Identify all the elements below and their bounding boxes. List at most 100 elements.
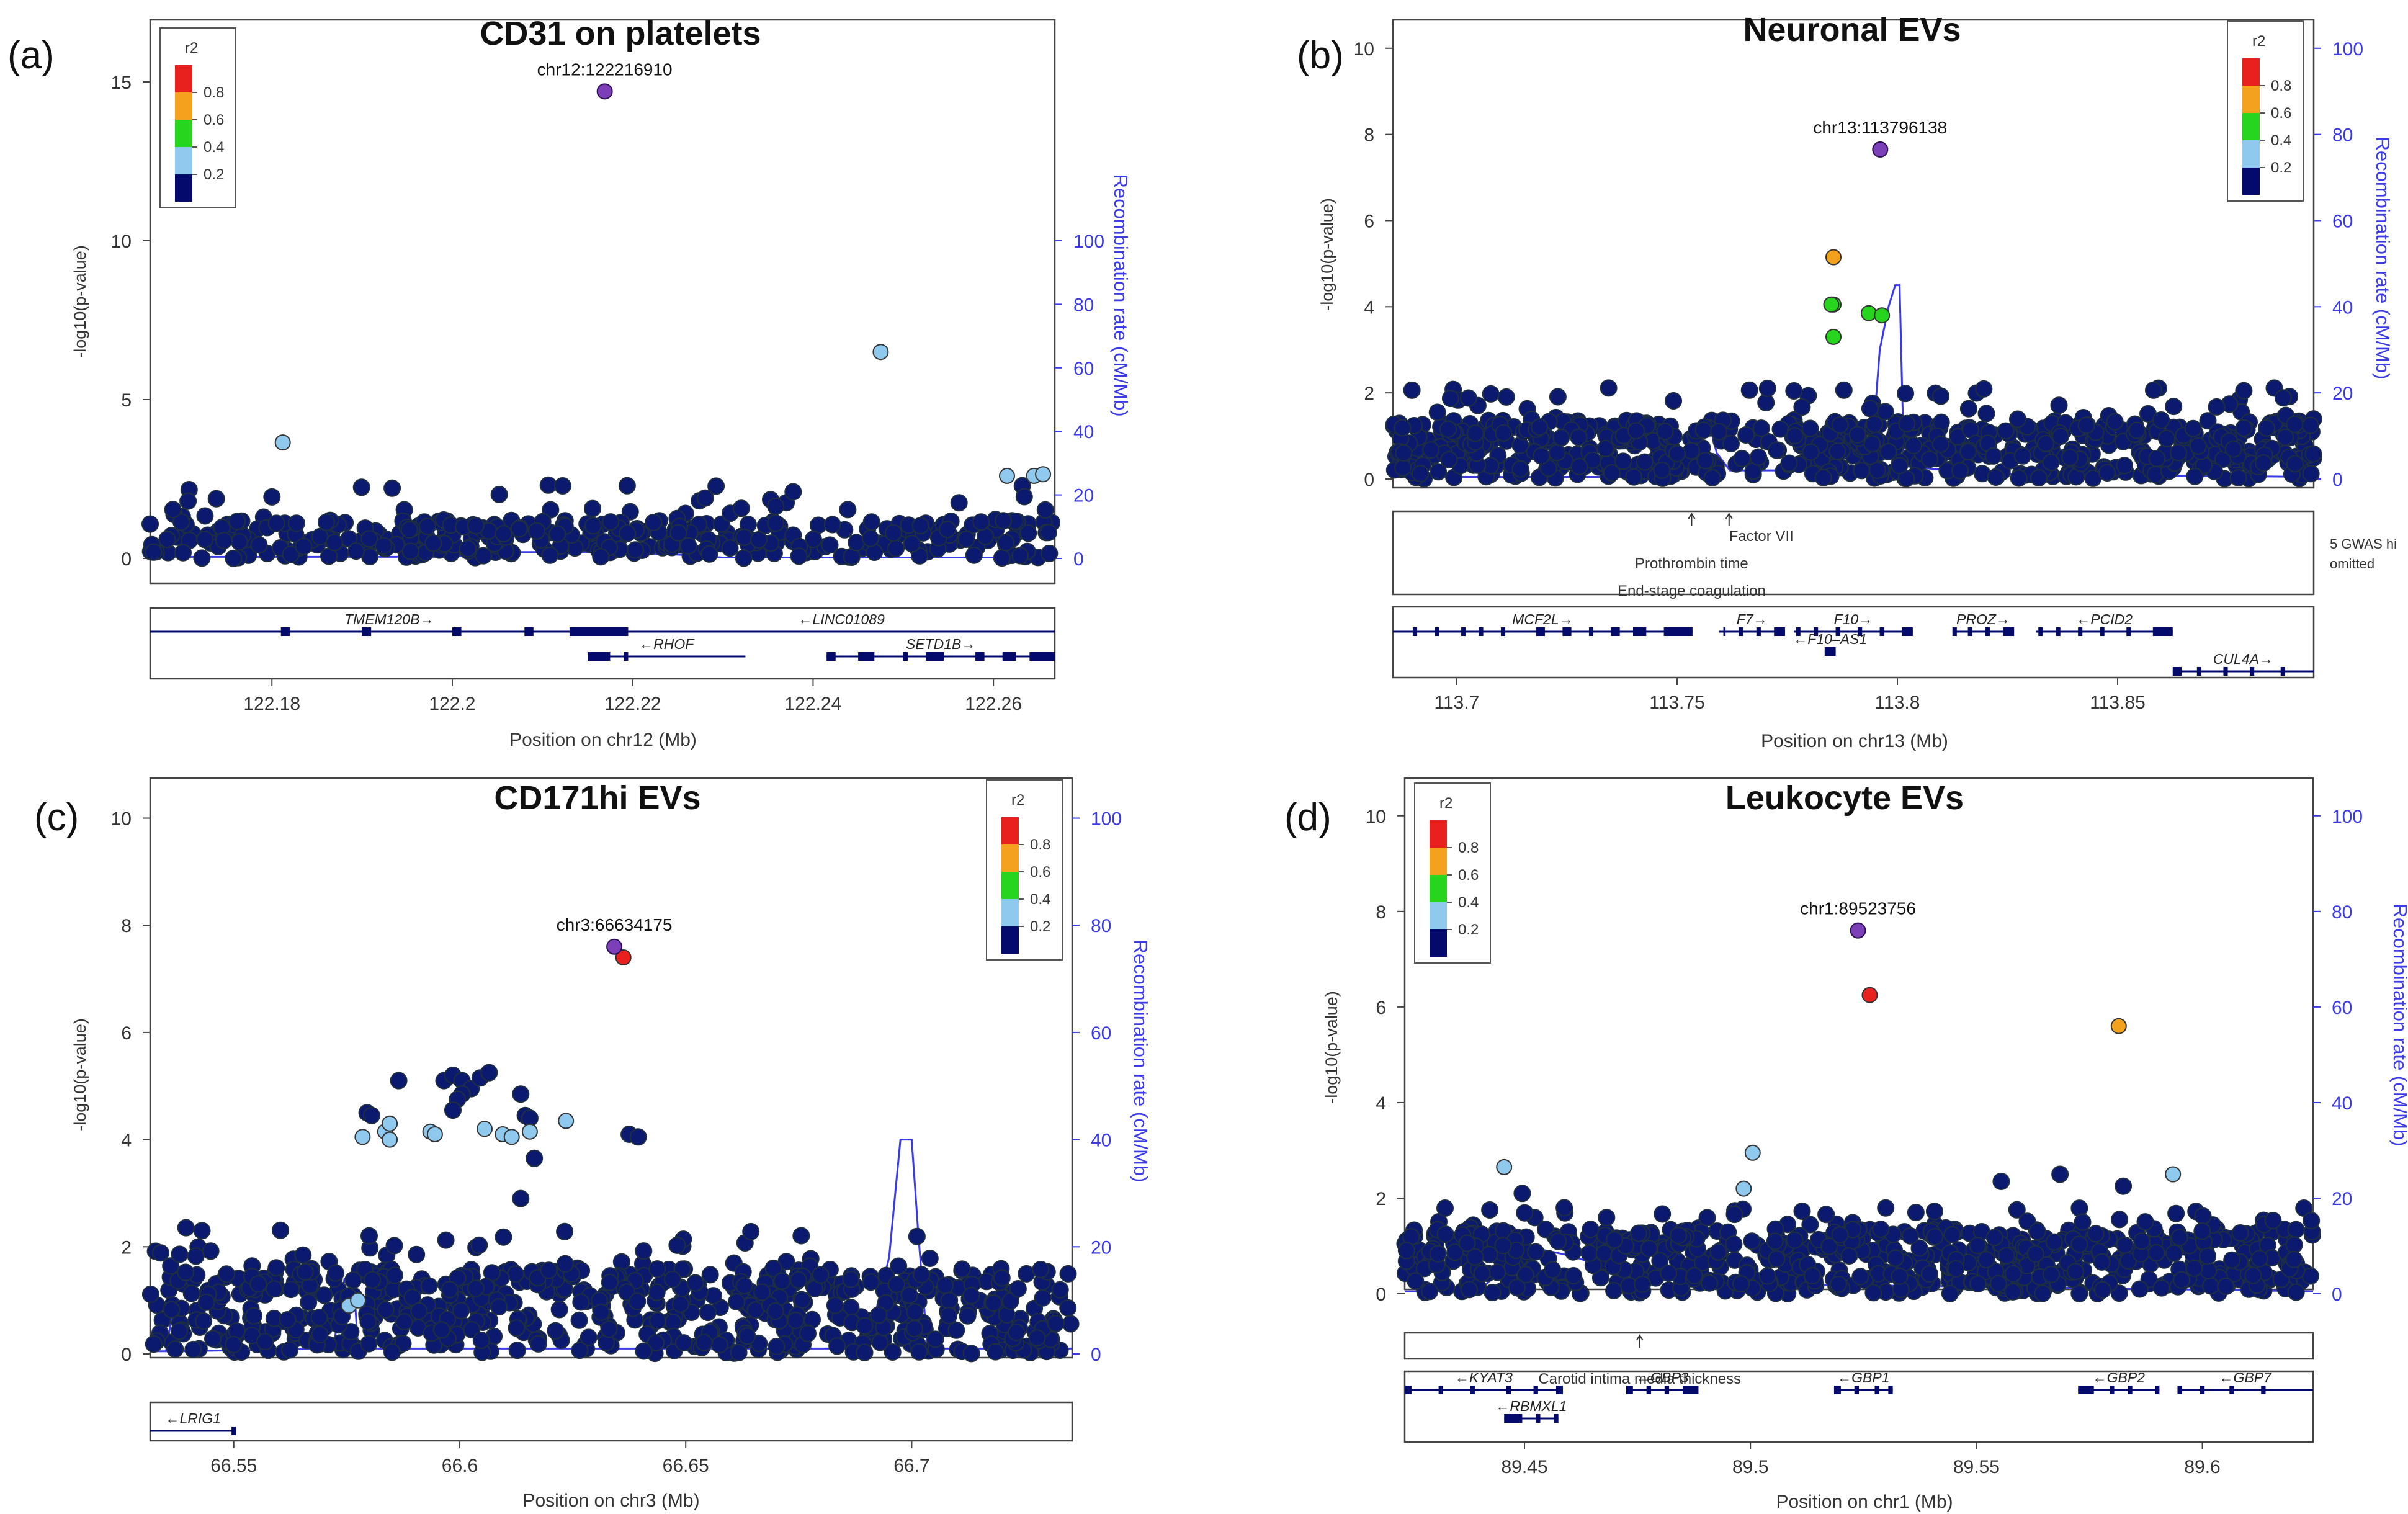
snp-point bbox=[936, 1276, 954, 1294]
snp-point bbox=[1868, 461, 1886, 479]
legend-title: r2 bbox=[185, 40, 198, 56]
y-tick-label: 0 bbox=[121, 549, 132, 570]
snp-point bbox=[1737, 426, 1755, 444]
snp-point bbox=[495, 525, 512, 543]
gwas-label: Factor VII bbox=[1729, 528, 1794, 545]
snp-point bbox=[164, 501, 182, 519]
gene-exon bbox=[1611, 627, 1620, 636]
snp-point bbox=[668, 1236, 686, 1254]
y2-axis-label: Recombination rate (cM/Mb) bbox=[1110, 174, 1132, 416]
snp-point bbox=[1009, 1280, 1027, 1297]
snp-point bbox=[1698, 1209, 1716, 1227]
y-tick-label: 8 bbox=[1376, 902, 1386, 923]
gene-exon bbox=[1002, 652, 1016, 661]
snp-point bbox=[347, 542, 365, 560]
snp-point bbox=[828, 1337, 846, 1355]
snp-point bbox=[547, 1322, 565, 1340]
snp-point bbox=[225, 549, 243, 567]
snp-point bbox=[2043, 1265, 2060, 1283]
snp-point bbox=[2133, 1232, 2151, 1250]
snp-point bbox=[145, 1335, 163, 1353]
snp-point bbox=[470, 1236, 488, 1254]
legend-swatch bbox=[2242, 86, 2260, 113]
snp-point bbox=[467, 517, 485, 535]
gene-exon bbox=[1646, 1386, 1651, 1394]
gene-label: MCF2L→ bbox=[1512, 611, 1573, 627]
lead-snp bbox=[1850, 922, 1866, 939]
snp-point bbox=[1891, 1267, 1909, 1285]
snp-point bbox=[2136, 1213, 2154, 1231]
legend-swatch bbox=[1001, 926, 1019, 954]
gene-label: ←GBP1 bbox=[1837, 1369, 1889, 1386]
snp-point bbox=[182, 1284, 200, 1302]
snp-point bbox=[823, 516, 841, 534]
snp-point bbox=[862, 513, 880, 531]
snp-point bbox=[1656, 423, 1674, 441]
snp-point bbox=[1725, 1206, 1743, 1224]
gene-exon bbox=[1533, 1386, 1538, 1394]
legend-swatch bbox=[175, 174, 192, 202]
snp-point bbox=[1941, 1284, 1959, 1302]
snp-point bbox=[686, 1274, 704, 1292]
snp-point bbox=[1011, 547, 1029, 565]
y2-tick-label: 100 bbox=[1091, 809, 1122, 830]
snp-point bbox=[1740, 381, 1758, 399]
snp-point bbox=[2303, 1212, 2321, 1230]
snp-point bbox=[184, 1340, 202, 1358]
ld-snp-point bbox=[872, 344, 889, 361]
gwas-label: Prothrombin time bbox=[1635, 555, 1748, 572]
gene-exon bbox=[1626, 1386, 1633, 1394]
y2-tick-label: 100 bbox=[2332, 807, 2363, 827]
snp-point bbox=[2106, 413, 2124, 431]
gene-exon bbox=[1967, 627, 1972, 636]
legend-swatch bbox=[2242, 140, 2260, 168]
y-tick-label: 10 bbox=[111, 809, 132, 830]
snp-point bbox=[1785, 382, 1803, 400]
gwas-arrow-icon bbox=[1688, 513, 1696, 519]
snp-point bbox=[510, 520, 528, 538]
ld-snp-point bbox=[1861, 987, 1878, 1003]
snp-point bbox=[1851, 1268, 1869, 1286]
lead-snp-label: chr13:113796138 bbox=[1813, 118, 1947, 137]
snp-point bbox=[1480, 1245, 1498, 1263]
gene-exon bbox=[1874, 1386, 1879, 1394]
y-tick-label: 0 bbox=[121, 1345, 132, 1365]
snp-point bbox=[141, 1285, 159, 1303]
snp-point bbox=[1835, 381, 1853, 399]
gene-exon bbox=[1952, 627, 1957, 636]
snp-point bbox=[1395, 444, 1413, 462]
snp-point bbox=[1032, 1261, 1050, 1278]
snp-point bbox=[2115, 1177, 2133, 1195]
snp-point bbox=[1421, 1283, 1439, 1301]
legend-label: 0.6 bbox=[2271, 105, 2291, 122]
snp-point bbox=[1570, 428, 1588, 446]
x-tick-label: 66.55 bbox=[210, 1456, 257, 1476]
gene-label: SETD1B→ bbox=[906, 636, 975, 652]
snp-point bbox=[529, 1335, 547, 1353]
x-tick-label: 113.8 bbox=[1875, 692, 1920, 713]
ld-snp-point bbox=[2165, 1166, 2182, 1183]
legend-swatch bbox=[1430, 929, 1447, 957]
ld-snp-point bbox=[382, 1131, 398, 1148]
snp-point bbox=[1733, 450, 1751, 467]
gwas-track-frame bbox=[1392, 510, 2315, 596]
snp-point bbox=[1436, 1225, 1454, 1243]
gene-exon bbox=[1774, 627, 1785, 636]
y2-tick-label: 20 bbox=[1073, 486, 1094, 506]
gene-exon bbox=[1562, 627, 1572, 636]
snp-point bbox=[1544, 1261, 1562, 1279]
snp-point bbox=[592, 548, 610, 566]
snp-point bbox=[2050, 396, 2068, 414]
snp-point bbox=[1484, 1284, 1502, 1302]
gene-label: PROZ→ bbox=[1956, 611, 2010, 627]
snp-point bbox=[1513, 1185, 1531, 1203]
gene-exon bbox=[858, 652, 875, 661]
snp-point bbox=[490, 1298, 508, 1316]
snp-point bbox=[1516, 1204, 1534, 1222]
y2-tick-label: 40 bbox=[1091, 1131, 1111, 1151]
y2-tick-label: 80 bbox=[2332, 902, 2352, 923]
snp-point bbox=[2028, 1222, 2046, 1240]
snp-point bbox=[627, 541, 644, 559]
lead-snp bbox=[606, 938, 623, 955]
snp-point bbox=[1926, 1228, 1944, 1246]
